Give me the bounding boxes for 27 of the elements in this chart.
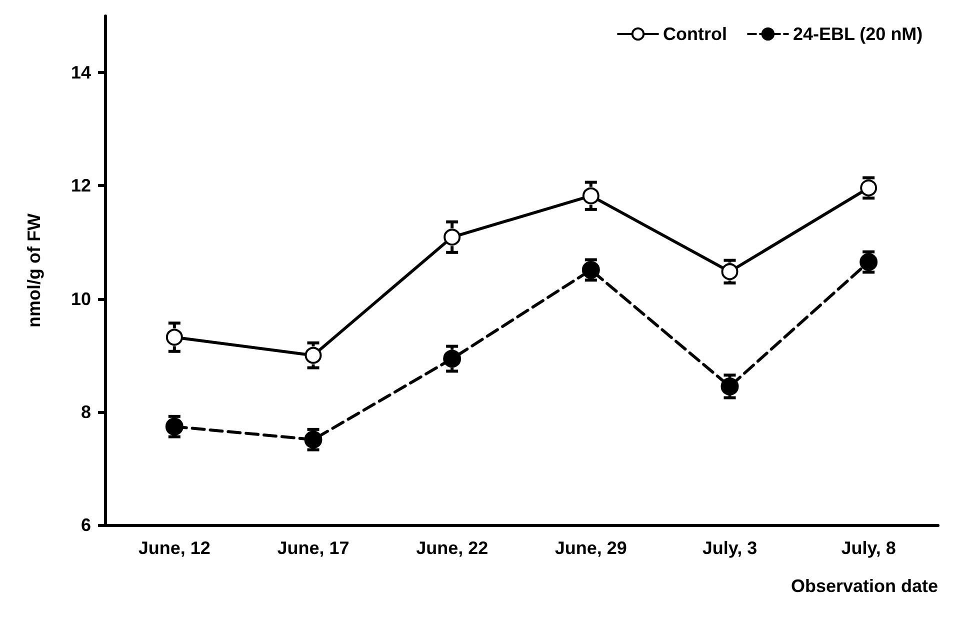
x-tick-label: June, 12: [138, 538, 210, 558]
point: [444, 228, 461, 246]
y-tick-label: 14: [70, 62, 91, 83]
x-tick-label: July, 3: [702, 538, 758, 558]
point: [304, 430, 322, 449]
point: [582, 260, 600, 279]
point: [720, 377, 739, 396]
legend-label: 24-EBL (20 nM): [792, 24, 923, 44]
x-axis-title: Observation date: [790, 576, 938, 596]
y-tick-label: 12: [70, 176, 91, 196]
y-tick-label: 10: [70, 288, 91, 309]
x-tick-label: June, 29: [554, 538, 627, 558]
point: [582, 187, 600, 204]
point: [860, 179, 878, 196]
x-tick-label: June, 22: [416, 538, 488, 558]
point: [166, 328, 183, 346]
y-axis-title: nmol/g of FW: [24, 214, 44, 328]
y-tick-label: 6: [80, 515, 91, 535]
point: [443, 350, 462, 368]
x-tick-label: June, 17: [277, 538, 350, 558]
y-tick-label: 8: [80, 402, 91, 422]
point: [721, 263, 738, 280]
point: [165, 418, 184, 436]
x-tick-label: July, 8: [841, 538, 896, 558]
point: [304, 346, 322, 364]
legend-label: Control: [663, 24, 727, 44]
point: [860, 253, 878, 272]
